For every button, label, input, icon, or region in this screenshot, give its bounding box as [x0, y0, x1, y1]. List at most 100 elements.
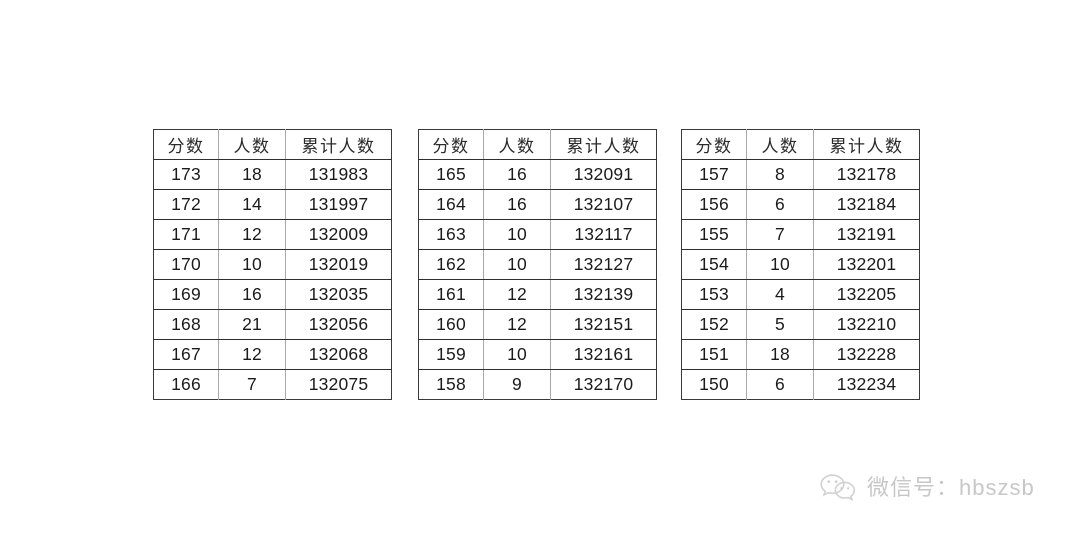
cell-cumulative: 132184 [813, 189, 920, 220]
cell-cumulative: 132191 [813, 219, 920, 250]
table-row: 151 18 132228 [681, 339, 920, 370]
cell-score: 171 [153, 219, 219, 250]
table-row: 171 12 132009 [153, 219, 392, 250]
cell-count: 8 [746, 159, 814, 190]
cell-count: 5 [746, 309, 814, 340]
cell-count: 7 [218, 369, 286, 400]
table-row: 158 9 132170 [418, 369, 657, 400]
cell-score: 153 [681, 279, 747, 310]
column-header-cumulative: 累计人数 [285, 129, 392, 160]
score-distribution-tables: 分数 人数 累计人数 173 18 131983 172 14 131997 1… [0, 129, 1080, 400]
cell-count: 6 [746, 189, 814, 220]
cell-count: 4 [746, 279, 814, 310]
cell-score: 164 [418, 189, 484, 220]
cell-score: 159 [418, 339, 484, 370]
cell-score: 158 [418, 369, 484, 400]
cell-count: 7 [746, 219, 814, 250]
cell-count: 16 [483, 189, 551, 220]
cell-cumulative: 132205 [813, 279, 920, 310]
table-row: 170 10 132019 [153, 249, 392, 280]
cell-count: 16 [483, 159, 551, 190]
cell-cumulative: 132075 [285, 369, 392, 400]
score-table-2: 分数 人数 累计人数 165 16 132091 164 16 132107 1… [418, 129, 657, 400]
cell-cumulative: 132009 [285, 219, 392, 250]
column-header-count: 人数 [483, 129, 551, 160]
cell-cumulative: 132117 [550, 219, 657, 250]
cell-count: 16 [218, 279, 286, 310]
cell-cumulative: 132151 [550, 309, 657, 340]
wechat-icon [818, 471, 858, 501]
column-header-count: 人数 [218, 129, 286, 160]
cell-score: 151 [681, 339, 747, 370]
cell-score: 166 [153, 369, 219, 400]
cell-count: 9 [483, 369, 551, 400]
cell-count: 10 [483, 249, 551, 280]
cell-count: 12 [483, 279, 551, 310]
score-table-1: 分数 人数 累计人数 173 18 131983 172 14 131997 1… [153, 129, 392, 400]
cell-cumulative: 132127 [550, 249, 657, 280]
table-header-row: 分数 人数 累计人数 [418, 129, 657, 160]
table-header-row: 分数 人数 累计人数 [153, 129, 392, 160]
table-row: 152 5 132210 [681, 309, 920, 340]
table-row: 161 12 132139 [418, 279, 657, 310]
cell-cumulative: 132107 [550, 189, 657, 220]
cell-count: 18 [746, 339, 814, 370]
score-table-3: 分数 人数 累计人数 157 8 132178 156 6 132184 155… [681, 129, 920, 400]
table-row: 155 7 132191 [681, 219, 920, 250]
column-header-score: 分数 [418, 129, 484, 160]
cell-cumulative: 132068 [285, 339, 392, 370]
cell-score: 154 [681, 249, 747, 280]
cell-cumulative: 132178 [813, 159, 920, 190]
cell-count: 10 [218, 249, 286, 280]
table-row: 173 18 131983 [153, 159, 392, 190]
cell-score: 160 [418, 309, 484, 340]
cell-score: 169 [153, 279, 219, 310]
table-row: 163 10 132117 [418, 219, 657, 250]
table-row: 166 7 132075 [153, 369, 392, 400]
cell-count: 12 [483, 309, 551, 340]
cell-count: 21 [218, 309, 286, 340]
cell-score: 152 [681, 309, 747, 340]
table-row: 159 10 132161 [418, 339, 657, 370]
table-row: 168 21 132056 [153, 309, 392, 340]
cell-cumulative: 131983 [285, 159, 392, 190]
column-header-cumulative: 累计人数 [813, 129, 920, 160]
cell-cumulative: 132019 [285, 249, 392, 280]
watermark-text: 微信号：hbszsb [867, 475, 1035, 500]
cell-score: 157 [681, 159, 747, 190]
table-row: 172 14 131997 [153, 189, 392, 220]
cell-score: 172 [153, 189, 219, 220]
cell-cumulative: 132210 [813, 309, 920, 340]
cell-cumulative: 132035 [285, 279, 392, 310]
cell-score: 173 [153, 159, 219, 190]
cell-cumulative: 132139 [550, 279, 657, 310]
table-row: 165 16 132091 [418, 159, 657, 190]
cell-score: 155 [681, 219, 747, 250]
cell-score: 167 [153, 339, 219, 370]
cell-count: 14 [218, 189, 286, 220]
cell-count: 10 [746, 249, 814, 280]
table-row: 167 12 132068 [153, 339, 392, 370]
table-row: 164 16 132107 [418, 189, 657, 220]
cell-cumulative: 132228 [813, 339, 920, 370]
column-header-score: 分数 [153, 129, 219, 160]
cell-count: 10 [483, 219, 551, 250]
cell-cumulative: 131997 [285, 189, 392, 220]
table-row: 157 8 132178 [681, 159, 920, 190]
watermark: 微信号：hbszsb [818, 470, 1035, 502]
table-row: 150 6 132234 [681, 369, 920, 400]
cell-count: 18 [218, 159, 286, 190]
cell-cumulative: 132056 [285, 309, 392, 340]
table-row: 162 10 132127 [418, 249, 657, 280]
cell-count: 10 [483, 339, 551, 370]
table-row: 160 12 132151 [418, 309, 657, 340]
table-row: 154 10 132201 [681, 249, 920, 280]
cell-score: 156 [681, 189, 747, 220]
cell-score: 162 [418, 249, 484, 280]
table-row: 156 6 132184 [681, 189, 920, 220]
column-header-count: 人数 [746, 129, 814, 160]
cell-count: 12 [218, 339, 286, 370]
cell-cumulative: 132201 [813, 249, 920, 280]
cell-score: 163 [418, 219, 484, 250]
cell-score: 168 [153, 309, 219, 340]
